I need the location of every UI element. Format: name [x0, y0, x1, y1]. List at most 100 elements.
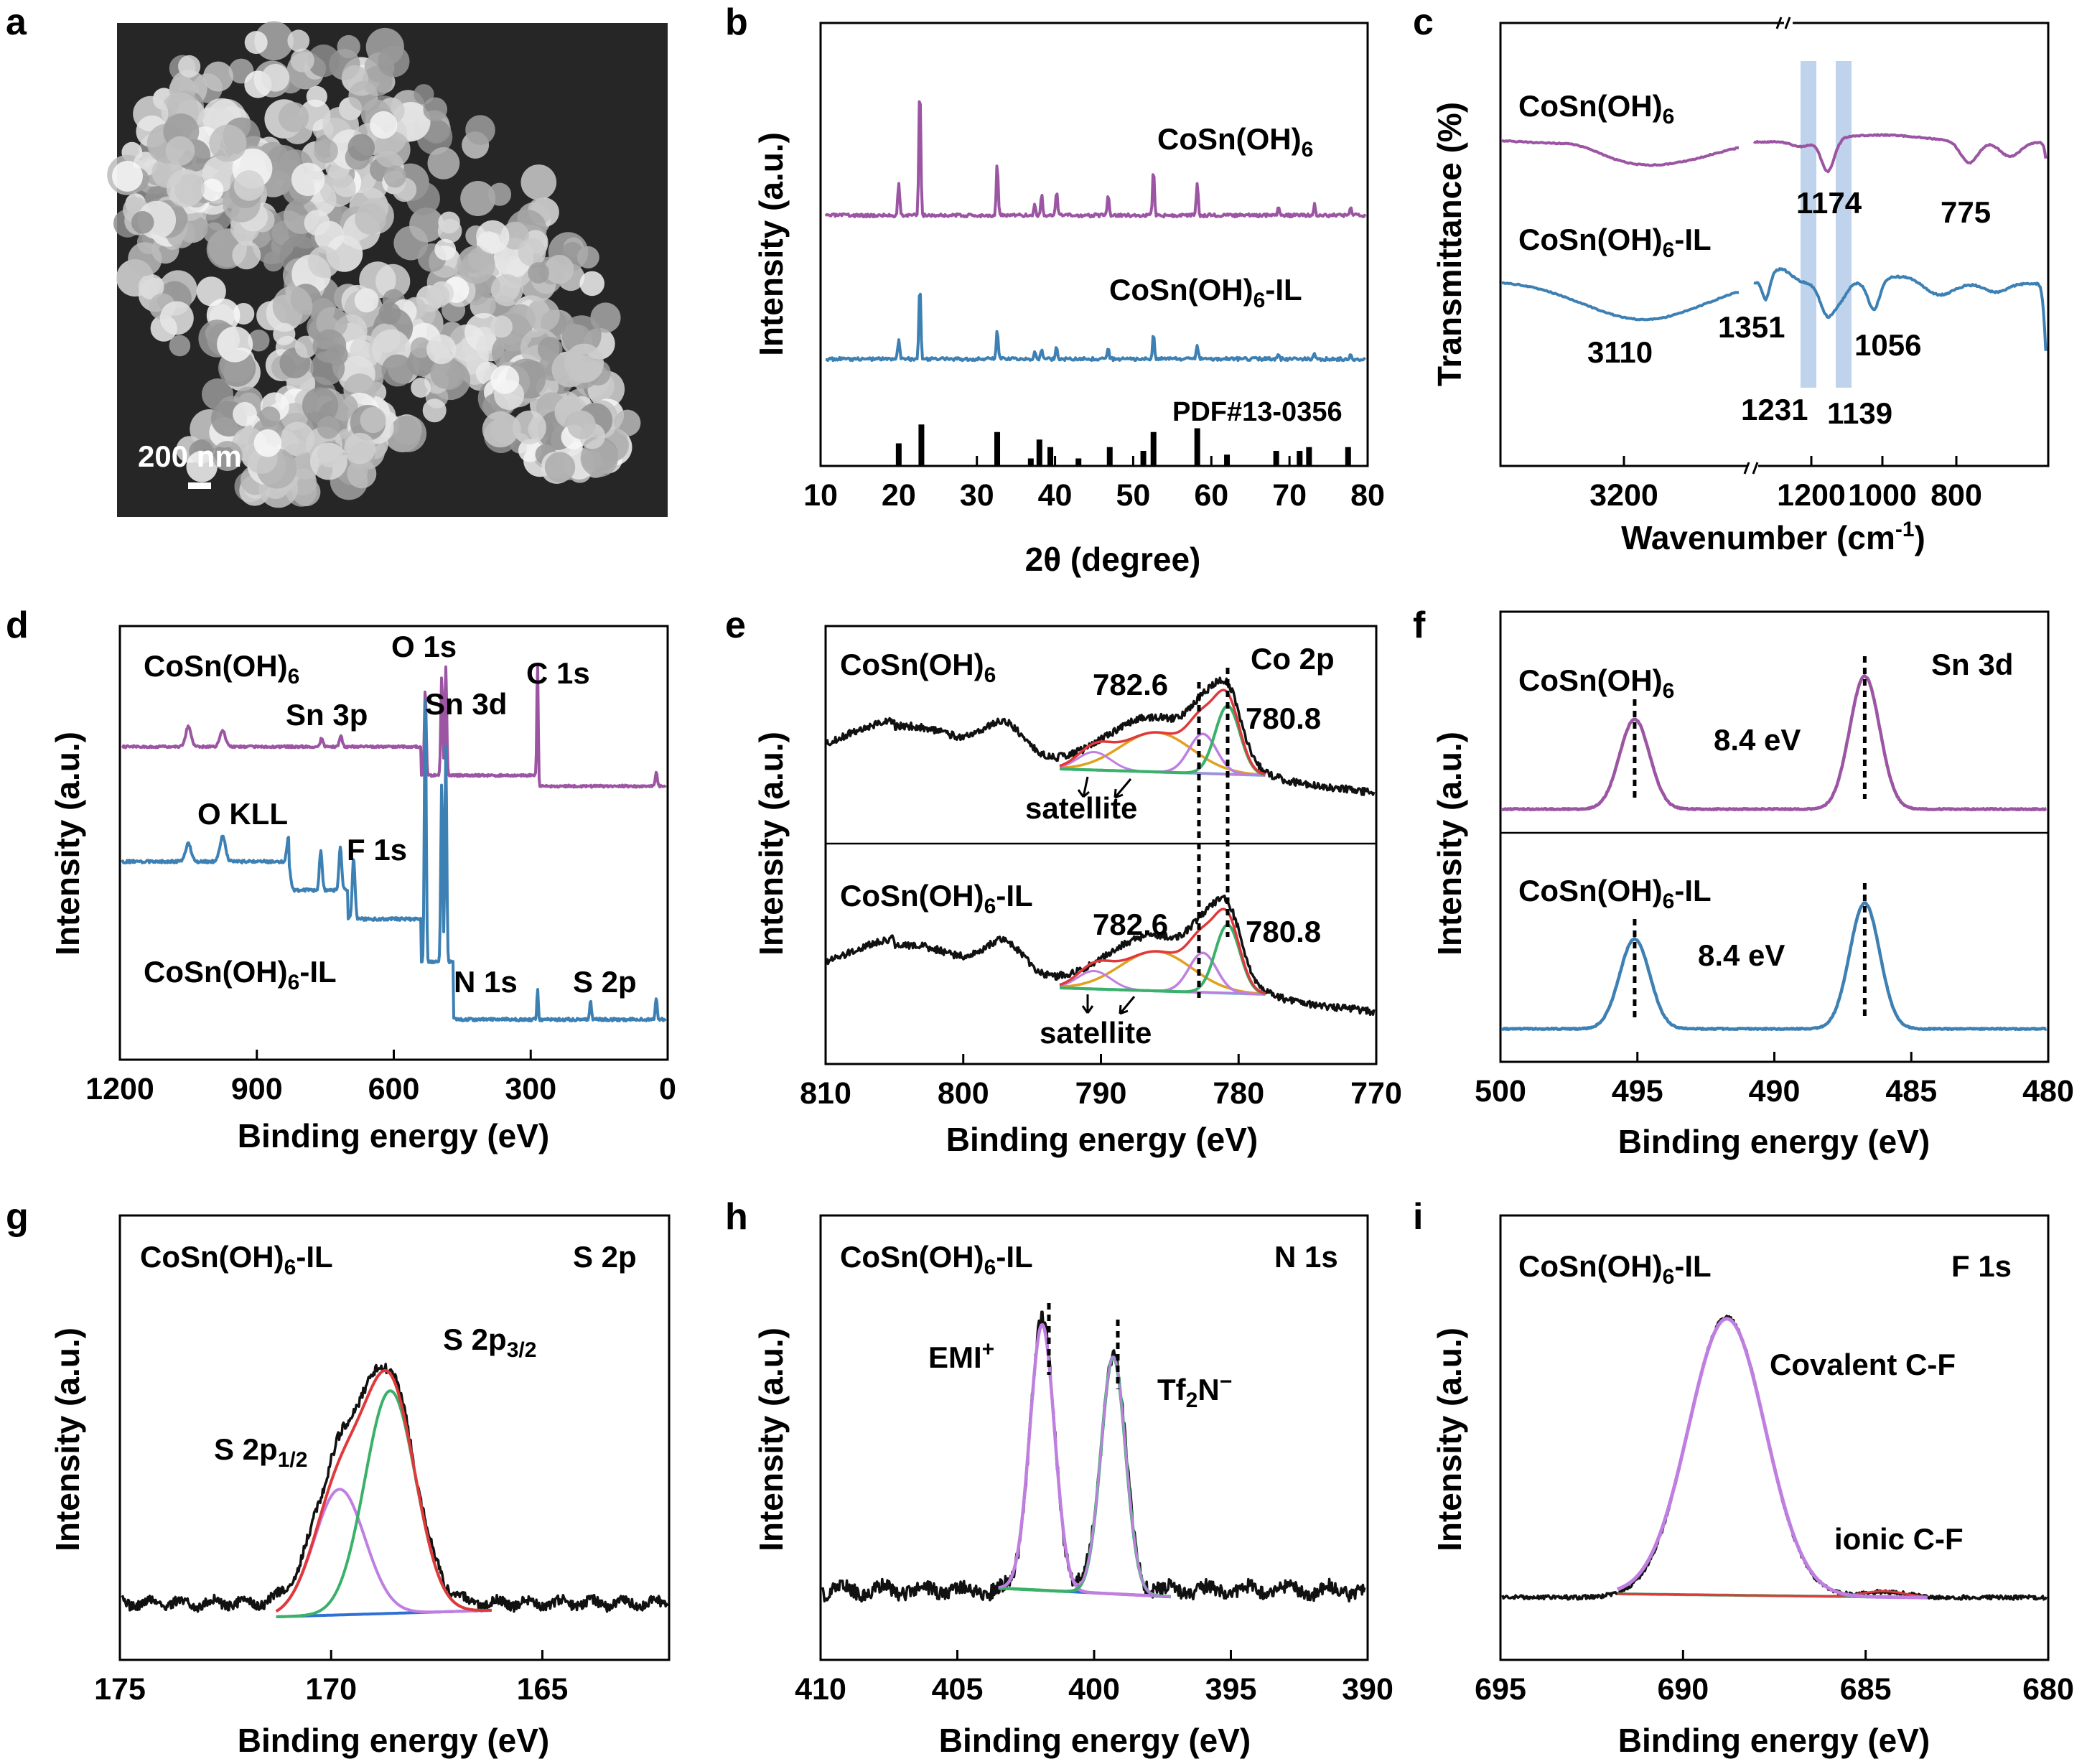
d-series-label-1: CoSn(OH)6	[144, 649, 299, 689]
e-arrow-1	[1077, 776, 1090, 798]
e-tick-label-810: 810	[800, 1076, 851, 1111]
sem-particle	[272, 286, 313, 326]
sem-particle	[490, 365, 520, 394]
frame-g	[118, 1214, 671, 1661]
h-tick-label-410: 410	[795, 1672, 846, 1707]
sem-particle	[178, 55, 201, 78]
sem-particle	[551, 351, 588, 388]
sem-particle	[579, 271, 604, 297]
sem-particle	[232, 241, 261, 270]
chart-e: 810 800 790 780 770 CoSn(OH)6 CoSn(OH)6-IL C…	[752, 625, 1402, 1158]
sem-particle	[200, 178, 224, 202]
e-ann-satellite-bottom: satellite	[1040, 1016, 1152, 1050]
d-tick-label-1200: 1200	[85, 1072, 154, 1106]
sem-particle	[209, 124, 247, 162]
sem-particle	[244, 31, 268, 55]
f-splitting-1: 8.4 eV	[1714, 723, 1801, 757]
b-tick-label-10: 10	[803, 478, 838, 513]
d-tick-label-900: 900	[231, 1072, 283, 1106]
sem-particle	[430, 358, 462, 389]
d-series-line-1	[121, 699, 667, 1022]
sem-particle	[410, 337, 431, 358]
sem-particle	[566, 410, 596, 439]
sem-particle	[411, 378, 431, 398]
panel-label-e: e	[725, 605, 746, 646]
d-ann-f1s: F 1s	[347, 833, 407, 867]
d-ylabel: Intensity (a.u.)	[49, 732, 86, 956]
b-reference-stick	[1273, 451, 1279, 466]
panel-label-g: g	[6, 1196, 29, 1238]
c-ann-1351: 1351	[1718, 310, 1785, 344]
sem-particle	[576, 246, 599, 269]
b-reference-stick	[1140, 451, 1147, 466]
b-tick-label-50: 50	[1116, 478, 1151, 513]
sem-particle	[273, 322, 296, 345]
d-ann-c1s: C 1s	[526, 656, 590, 690]
i-tick-label-690: 690	[1657, 1672, 1709, 1707]
b-tick-label-80: 80	[1350, 478, 1385, 513]
i-sample-label: CoSn(OH)6-IL	[1518, 1249, 1712, 1289]
e-raw-0	[826, 676, 1376, 796]
sem-particle	[248, 330, 270, 352]
f-series-line-1	[1500, 901, 2048, 1032]
i-tick-label-695: 695	[1475, 1672, 1526, 1707]
chart-b: 10 20 30 40 50 60 70 80 CoSn(OH)6 CoSn(OH)6-IL …	[752, 22, 1385, 578]
g-region: S 2p	[573, 1240, 637, 1274]
b-reference-stick	[1106, 447, 1113, 466]
h-tick-label-405: 405	[932, 1672, 984, 1707]
sem-particle	[518, 238, 546, 266]
e-tick-label-800: 800	[938, 1076, 989, 1111]
sem-particle	[203, 61, 233, 92]
sem-particle	[304, 210, 330, 236]
c-line-1a	[1501, 139, 1740, 167]
b-reference-stick	[895, 443, 902, 466]
d-ann-okll: O KLL	[197, 797, 288, 831]
panel-label-h: h	[725, 1196, 748, 1238]
c-line-2a	[1501, 281, 1740, 322]
g-component-s2p32	[276, 1389, 492, 1618]
sem-particle	[476, 220, 510, 253]
sem-particle	[354, 288, 379, 313]
sem-particle	[381, 354, 414, 387]
sem-particle	[259, 406, 281, 428]
sem-particle	[307, 246, 340, 279]
sem-particle	[487, 182, 512, 206]
i-ann-covalent: Covalent C-F	[1770, 1348, 1956, 1381]
b-tick-label-40: 40	[1038, 478, 1073, 513]
d-ann-sn3d: Sn 3d	[425, 687, 507, 721]
d-tick-label-0: 0	[659, 1072, 676, 1106]
h-component-tf2n	[997, 1355, 1172, 1599]
sem-particle	[203, 222, 225, 244]
d-ann-sn3p: Sn 3p	[286, 698, 368, 732]
panel-label-f: f	[1413, 605, 1426, 646]
f-tick-label-500: 500	[1475, 1074, 1526, 1109]
e-peak2-1	[1059, 923, 1266, 995]
g-ann-s2p12: S 2p1/2	[214, 1432, 307, 1472]
g-sample-label: CoSn(OH)6-IL	[140, 1240, 333, 1279]
f-splitting-2: 8.4 eV	[1698, 938, 1785, 972]
i-component-ionic	[1617, 1590, 1928, 1598]
sem-particle	[520, 164, 557, 200]
sem-particle	[422, 398, 447, 423]
c-ann-1056: 1056	[1854, 328, 1921, 362]
b-reference-stick	[1224, 454, 1231, 466]
f-tick-label-480: 480	[2022, 1074, 2074, 1109]
sem-particle	[427, 147, 460, 179]
axis-break-bottom	[1743, 462, 1759, 475]
b-reference-stick	[1306, 447, 1312, 466]
frame-i	[1499, 1214, 2050, 1661]
ir-band-1231	[1801, 61, 1816, 388]
e-series-label-2: CoSn(OH)6-IL	[840, 879, 1033, 918]
i-ann-ionic: ionic C-F	[1834, 1522, 1964, 1556]
h-envelope	[998, 1323, 1171, 1598]
d-tick-label-300: 300	[505, 1072, 556, 1106]
f-xlabel: Binding energy (eV)	[1618, 1123, 1930, 1160]
c-line-2b	[1753, 267, 2048, 351]
sem-particle	[355, 203, 386, 235]
e-ann-7826-top: 782.6	[1093, 668, 1168, 701]
sem-particle	[434, 238, 457, 261]
sem-particle	[544, 452, 576, 482]
sem-particle	[253, 429, 282, 457]
i-xlabel: Binding energy (eV)	[1618, 1722, 1930, 1759]
sem-particle	[347, 459, 377, 489]
